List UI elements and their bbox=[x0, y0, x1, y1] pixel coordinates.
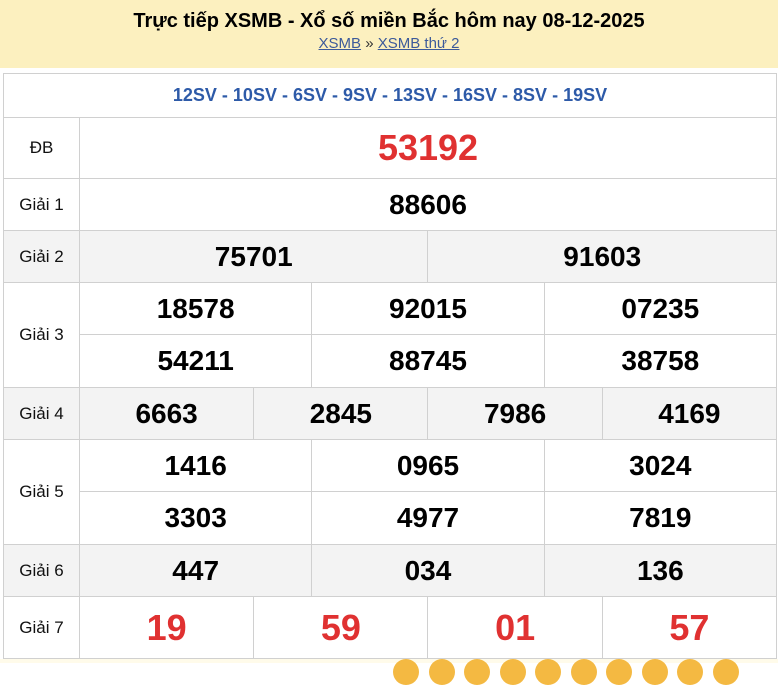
prize-number: 19 bbox=[78, 596, 255, 659]
prize-number: 91603 bbox=[427, 230, 777, 283]
footer-strip bbox=[0, 659, 778, 663]
prize-number: 0965 bbox=[311, 439, 545, 492]
prize-number: 18578 bbox=[78, 282, 313, 335]
prize-label: Giải 7 bbox=[3, 596, 80, 659]
prize-number: 59 bbox=[253, 596, 429, 659]
prize-number: 2845 bbox=[253, 387, 429, 440]
prize-number: 75701 bbox=[78, 230, 429, 283]
prize-number: 38758 bbox=[543, 334, 778, 388]
breadcrumb-sep: » bbox=[365, 35, 374, 52]
prize-number: 3024 bbox=[543, 439, 778, 492]
prize-label: Giải 1 bbox=[3, 178, 80, 231]
lottery-codes: 12SV - 10SV - 6SV - 9SV - 13SV - 16SV - … bbox=[3, 73, 777, 118]
prize-number: 7986 bbox=[427, 387, 603, 440]
prize-number: 3303 bbox=[78, 491, 313, 545]
prize-label: Giải 6 bbox=[3, 544, 80, 597]
prize-label: Giải 5 bbox=[3, 439, 80, 545]
special-prize-number: 53192 bbox=[79, 117, 777, 179]
prize-number: 447 bbox=[78, 544, 313, 597]
prize-number: 7819 bbox=[543, 491, 778, 545]
prize-label: Giải 4 bbox=[3, 387, 80, 440]
prize-number: 034 bbox=[311, 544, 545, 597]
prize-number: 01 bbox=[427, 596, 603, 659]
breadcrumb-xsmb-thu-2[interactable]: XSMB thứ 2 bbox=[377, 35, 460, 52]
page-title: Trực tiếp XSMB - Xổ số miền Bắc hôm nay … bbox=[133, 10, 645, 32]
page-header: Trực tiếp XSMB - Xổ số miền Bắc hôm nay … bbox=[0, 0, 778, 68]
breadcrumb-xsmb[interactable]: XSMB bbox=[318, 35, 362, 52]
prize-number: 92015 bbox=[311, 282, 545, 335]
prize-label: Giải 3 bbox=[3, 282, 80, 388]
prize-number: 4977 bbox=[311, 491, 545, 545]
prize-label: ĐB bbox=[3, 117, 80, 179]
prize-number: 136 bbox=[543, 544, 778, 597]
prize-number: 88745 bbox=[311, 334, 545, 388]
prize-number: 6663 bbox=[78, 387, 255, 440]
prize-number: 07235 bbox=[543, 282, 778, 335]
prize-number: 54211 bbox=[78, 334, 313, 388]
results-table: 12SV - 10SV - 6SV - 9SV - 13SV - 16SV - … bbox=[3, 73, 778, 659]
prize-number: 4169 bbox=[601, 387, 778, 440]
prize-number: 57 bbox=[601, 596, 778, 659]
prize-label: Giải 2 bbox=[3, 230, 80, 283]
prize-number: 88606 bbox=[79, 178, 777, 231]
breadcrumb: XSMB » XSMB thứ 2 bbox=[0, 35, 778, 52]
prize-number: 1416 bbox=[78, 439, 313, 492]
